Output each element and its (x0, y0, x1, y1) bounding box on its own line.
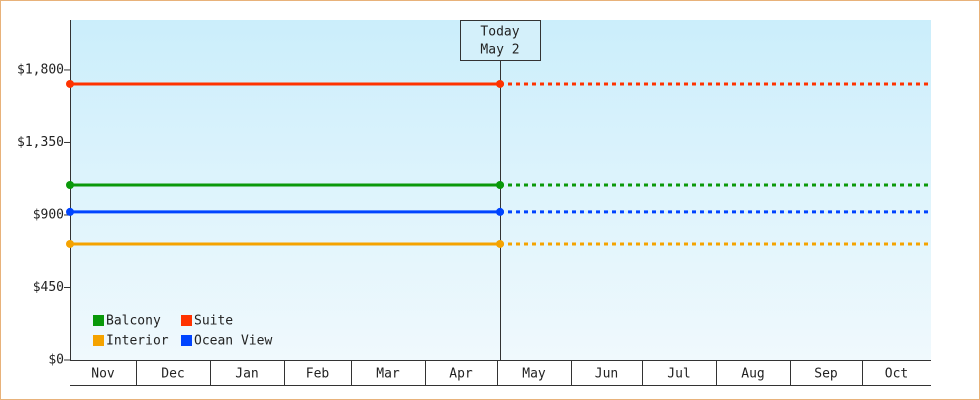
legend-swatch (93, 335, 104, 346)
legend-swatch (181, 315, 192, 326)
x-tick-label: Jun (595, 367, 618, 382)
y-tick-label: $450 (33, 280, 64, 295)
x-tick-label: Mar (376, 367, 400, 382)
x-tick-label: Apr (449, 367, 473, 382)
y-tick-label: $0 (48, 353, 64, 368)
x-tick-label: Feb (306, 367, 330, 382)
y-tick-label: $1,800 (17, 62, 64, 77)
annotation: Today (480, 25, 519, 40)
x-tick-label: Oct (885, 367, 908, 382)
point (496, 239, 504, 248)
legend-label: Balcony (106, 314, 161, 329)
point (66, 79, 74, 88)
legend-label: Ocean View (194, 334, 272, 349)
x-tick-label: Nov (91, 367, 115, 382)
point (66, 181, 74, 190)
point (496, 207, 504, 216)
legend-swatch (181, 335, 192, 346)
x-tick-label: Dec (161, 367, 184, 382)
x-tick-label: Jul (667, 367, 690, 382)
today-box (460, 20, 541, 61)
x-tick-label: Jan (235, 367, 258, 382)
annotation: May 2 (480, 43, 519, 58)
point (66, 207, 74, 216)
x-tick-label: May (522, 367, 546, 382)
point (496, 79, 504, 88)
point (66, 239, 74, 248)
legend-label: Interior (106, 334, 169, 349)
point (496, 181, 504, 190)
legend-label: Suite (194, 314, 233, 329)
y-tick-label: $1,350 (17, 135, 64, 150)
x-tick-label: Aug (741, 367, 764, 382)
y-tick-label: $900 (33, 207, 64, 222)
legend-swatch (93, 315, 104, 326)
x-tick-label: Sep (814, 367, 838, 382)
